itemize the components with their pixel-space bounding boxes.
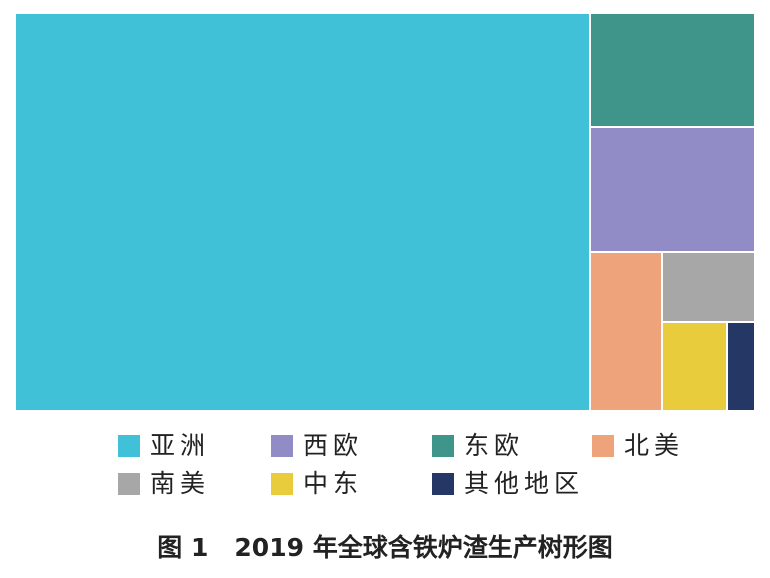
treemap-tile-middle-east xyxy=(663,323,726,410)
legend-item-south-america: 南美 xyxy=(118,470,210,498)
legend: 亚洲 西欧 东欧 北美 南美 中东 其他地区 xyxy=(118,432,738,502)
treemap-tile-western-europe xyxy=(591,128,754,251)
legend-label-middle-east: 中东 xyxy=(303,469,364,498)
legend-swatch-asia xyxy=(118,435,140,457)
treemap-tile-other-regions xyxy=(728,323,754,410)
legend-swatch-eastern-europe xyxy=(432,435,454,457)
legend-item-north-america: 北美 xyxy=(592,432,684,460)
chart-title: 2019 年全球含铁炉渣生产树形图 xyxy=(234,533,613,562)
legend-item-middle-east: 中东 xyxy=(271,470,363,498)
legend-label-western-europe: 西欧 xyxy=(303,431,364,460)
treemap-chart xyxy=(16,14,754,410)
legend-swatch-north-america xyxy=(592,435,614,457)
legend-swatch-south-america xyxy=(118,473,140,495)
legend-swatch-middle-east xyxy=(271,473,293,495)
figure-caption: 图 1 2019 年全球含铁炉渣生产树形图 xyxy=(0,528,770,564)
legend-label-eastern-europe: 东欧 xyxy=(464,431,525,460)
legend-item-western-europe: 西欧 xyxy=(271,432,363,460)
legend-label-asia: 亚洲 xyxy=(150,431,211,460)
treemap-tile-south-america xyxy=(663,253,754,321)
treemap-tile-north-america xyxy=(591,253,661,410)
legend-item-other-regions: 其他地区 xyxy=(432,470,584,498)
treemap-tile-asia xyxy=(16,14,589,410)
legend-item-eastern-europe: 东欧 xyxy=(432,432,524,460)
legend-label-other-regions: 其他地区 xyxy=(464,469,585,498)
legend-label-north-america: 北美 xyxy=(624,431,685,460)
treemap-tile-eastern-europe xyxy=(591,14,754,126)
legend-label-south-america: 南美 xyxy=(150,469,211,498)
figure-label: 图 1 xyxy=(157,533,209,562)
legend-swatch-other-regions xyxy=(432,473,454,495)
legend-item-asia: 亚洲 xyxy=(118,432,210,460)
legend-swatch-western-europe xyxy=(271,435,293,457)
